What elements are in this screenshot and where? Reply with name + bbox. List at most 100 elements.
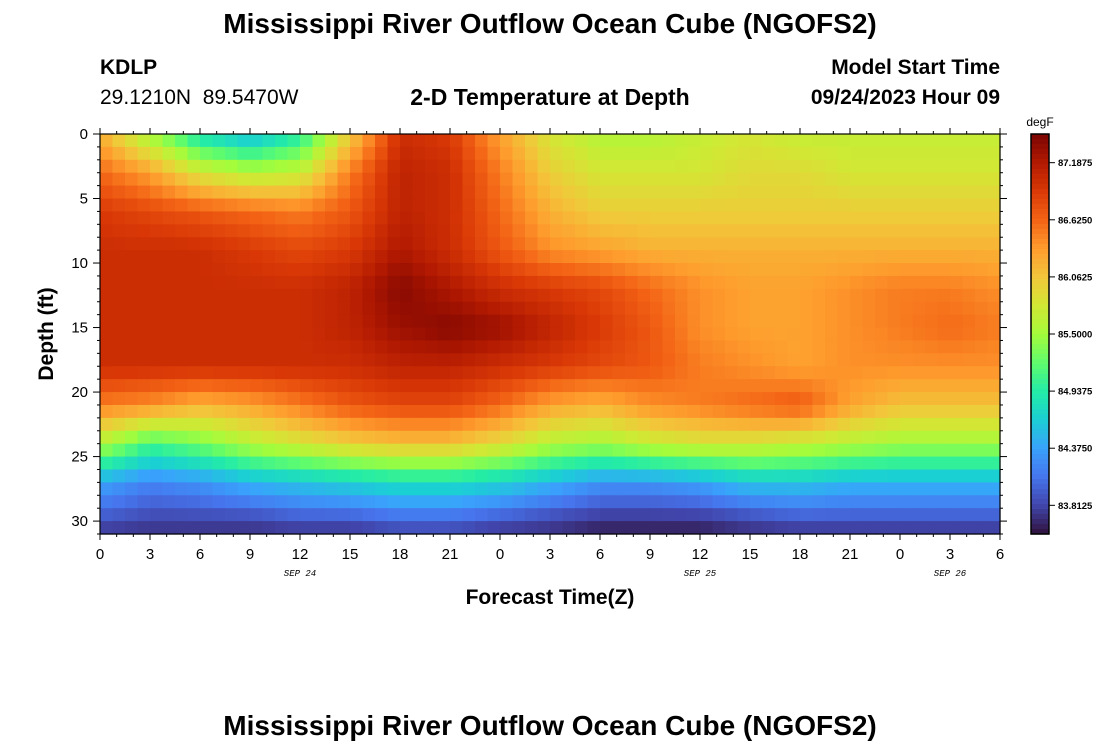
heatmap-cell [362,521,376,535]
heatmap-cell [700,495,714,509]
heatmap-cell [175,443,189,458]
heatmap-cell [962,430,976,445]
heatmap-cell [150,211,164,225]
heatmap-cell [937,237,951,251]
x-tick-label: 3 [146,546,154,563]
heatmap-cell [487,198,501,213]
colorbar-segment [1031,349,1049,355]
heatmap-cell [325,443,339,458]
heatmap-cell [262,288,276,303]
heatmap-cell [800,146,814,161]
heatmap-cell [412,327,426,342]
heatmap-cell [475,288,489,303]
heatmap-cell [700,379,714,393]
heatmap-cell [200,301,214,316]
heatmap-cell [237,456,251,471]
y-tick-label: 5 [80,191,88,208]
colorbar-segment [1031,324,1049,330]
heatmap-cell [512,456,526,471]
heatmap-cell [687,288,701,303]
heatmap-cell [837,314,851,329]
heatmap-cell [362,379,376,393]
heatmap-cell [712,443,726,458]
heatmap-cell [400,327,414,342]
heatmap-cell [837,224,851,238]
heatmap-cell [975,456,989,471]
heatmap-cell [400,430,414,445]
heatmap-cell [750,211,764,225]
heatmap-cell [987,340,1001,354]
heatmap-cell [462,263,476,277]
heatmap-cell [800,508,814,522]
heatmap-cell [312,185,326,200]
heatmap-cell [725,443,739,458]
heatmap-cell [787,508,801,522]
heatmap-cell [475,146,489,161]
heatmap-cell [912,172,926,187]
heatmap-cell [175,456,189,471]
heatmap-cell [262,159,276,174]
heatmap-cell [162,301,176,316]
heatmap-cell [150,456,164,471]
heatmap-cell [825,224,839,238]
heatmap-cell [262,495,276,509]
heatmap-cell [150,508,164,522]
heatmap-cell [837,340,851,354]
heatmap-cell [812,275,826,290]
heatmap-cell [700,250,714,264]
heatmap-cell [262,417,276,432]
heatmap-cell [450,521,464,535]
x-tick-label: 18 [392,546,409,563]
heatmap-cell [300,482,314,496]
heatmap-cell [612,263,626,277]
heatmap-cell [587,185,601,200]
heatmap-cell [712,404,726,419]
heatmap-cell [475,185,489,200]
heatmap-cell [837,353,851,367]
colorbar-segment [1031,154,1049,160]
heatmap-cell [700,146,714,161]
heatmap-cell [962,417,976,432]
heatmap-cell [350,340,364,354]
heatmap-cell [762,443,776,458]
heatmap-cell [150,314,164,329]
heatmap-cell [900,224,914,238]
heatmap-cell [300,327,314,342]
heatmap-cell [537,263,551,277]
heatmap-cell [262,134,276,148]
heatmap-cell [387,172,401,187]
heatmap-cell [850,353,864,367]
heatmap-cell [362,392,376,406]
heatmap-cell [875,495,889,509]
heatmap-cell [950,521,964,535]
heatmap-cell [750,185,764,200]
heatmap-cell [962,327,976,342]
heatmap-cell [887,224,901,238]
heatmap-cell [150,327,164,342]
heatmap-cell [987,198,1001,213]
heatmap-cell [525,237,539,251]
heatmap-cell [887,185,901,200]
heatmap-cell [200,366,214,380]
heatmap-cell [125,482,139,496]
heatmap-cell [187,146,201,161]
heatmap-cell [875,521,889,535]
heatmap-cell [187,134,201,148]
heatmap-cell [887,430,901,445]
heatmap-cell [437,340,451,354]
heatmap-cell [587,172,601,187]
heatmap-cell [862,379,876,393]
heatmap-cell [800,198,814,213]
heatmap-cell [762,508,776,522]
heatmap-cell [337,237,351,251]
heatmap-cell [950,327,964,342]
heatmap-cell [250,430,264,445]
heatmap-cell [937,301,951,316]
heatmap-cell [312,404,326,419]
heatmap-cell [737,508,751,522]
heatmap-cell [725,404,739,419]
x-tick-label: 0 [896,546,904,563]
colorbar-tick-label: 86.0625 [1058,272,1093,283]
heatmap-cell [150,301,164,316]
heatmap-cell [687,456,701,471]
